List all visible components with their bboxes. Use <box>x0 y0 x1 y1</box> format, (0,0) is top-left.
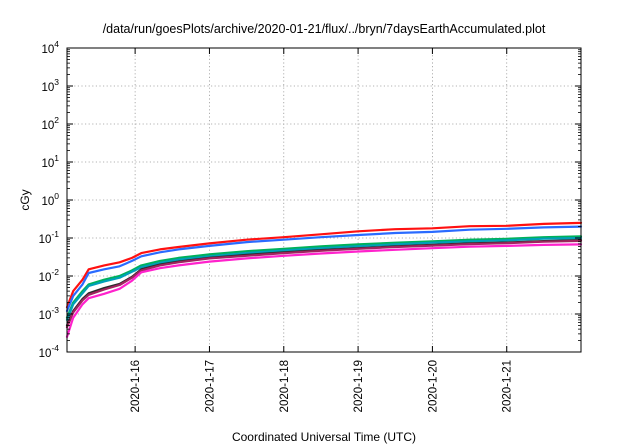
series-line-2 <box>65 225 583 313</box>
y-tick-base: 10 <box>41 120 54 132</box>
x-tick-label: 2020-1-19 <box>353 360 365 412</box>
series-line-7 <box>65 243 583 338</box>
series-group <box>65 221 583 338</box>
series-line-1 <box>65 221 583 309</box>
series-line-4 <box>65 236 583 321</box>
y-tick-base: 10 <box>39 272 52 284</box>
gridlines <box>67 48 581 352</box>
y-tick-label: 100 <box>41 191 59 208</box>
plot-frame <box>66 47 582 353</box>
x-tick-label: 2020-1-16 <box>130 360 142 412</box>
y-tick-label: 101 <box>41 153 59 170</box>
y-tick-label: 10-3 <box>39 305 60 322</box>
y-tick-base: 10 <box>39 234 52 246</box>
y-tick-base: 10 <box>41 82 54 94</box>
x-tick-label: 2020-1-20 <box>427 360 439 412</box>
x-tick-label: 2020-1-18 <box>279 360 291 412</box>
y-tick-exponent: -3 <box>51 305 59 315</box>
y-tick-exponent: 2 <box>54 115 59 125</box>
y-tick-label: 10-4 <box>39 343 60 360</box>
series-line-3 <box>65 235 583 319</box>
chart-title: /data/run/goesPlots/archive/2020-01-21/f… <box>103 22 546 36</box>
y-tick-exponent: -2 <box>51 267 59 277</box>
y-tick-exponent: 3 <box>54 77 59 87</box>
y-tick-base: 10 <box>41 158 54 170</box>
y-tick-label: 102 <box>41 115 59 132</box>
y-tick-label: 104 <box>41 39 59 56</box>
ticks-group <box>67 47 581 353</box>
x-tick-label: 2020-1-17 <box>204 360 216 412</box>
x-tick-label: 2020-1-21 <box>502 360 514 412</box>
y-tick-base: 10 <box>41 44 54 56</box>
y-tick-exponent: 1 <box>54 153 59 163</box>
y-tick-exponent: -4 <box>51 343 59 353</box>
y-tick-exponent: 4 <box>54 39 59 49</box>
x-tick-labels: 2020-1-16 2020-1-17 2020-1-18 2020-1-19 2020… <box>130 360 514 412</box>
y-tick-exponent: -1 <box>51 229 59 239</box>
y-tick-label: 10-1 <box>39 229 60 246</box>
y-tick-label: 10-2 <box>39 267 60 284</box>
x-axis-label: Coordinated Universal Time (UTC) <box>232 430 416 444</box>
y-tick-base: 10 <box>39 348 52 360</box>
y-axis-label: cGy <box>18 189 32 210</box>
y-tick-base: 10 <box>39 310 52 322</box>
y-tick-base: 10 <box>41 196 54 208</box>
y-tick-exponent: 0 <box>54 191 59 201</box>
y-tick-label: 103 <box>41 77 59 94</box>
series-line-6 <box>65 239 583 329</box>
